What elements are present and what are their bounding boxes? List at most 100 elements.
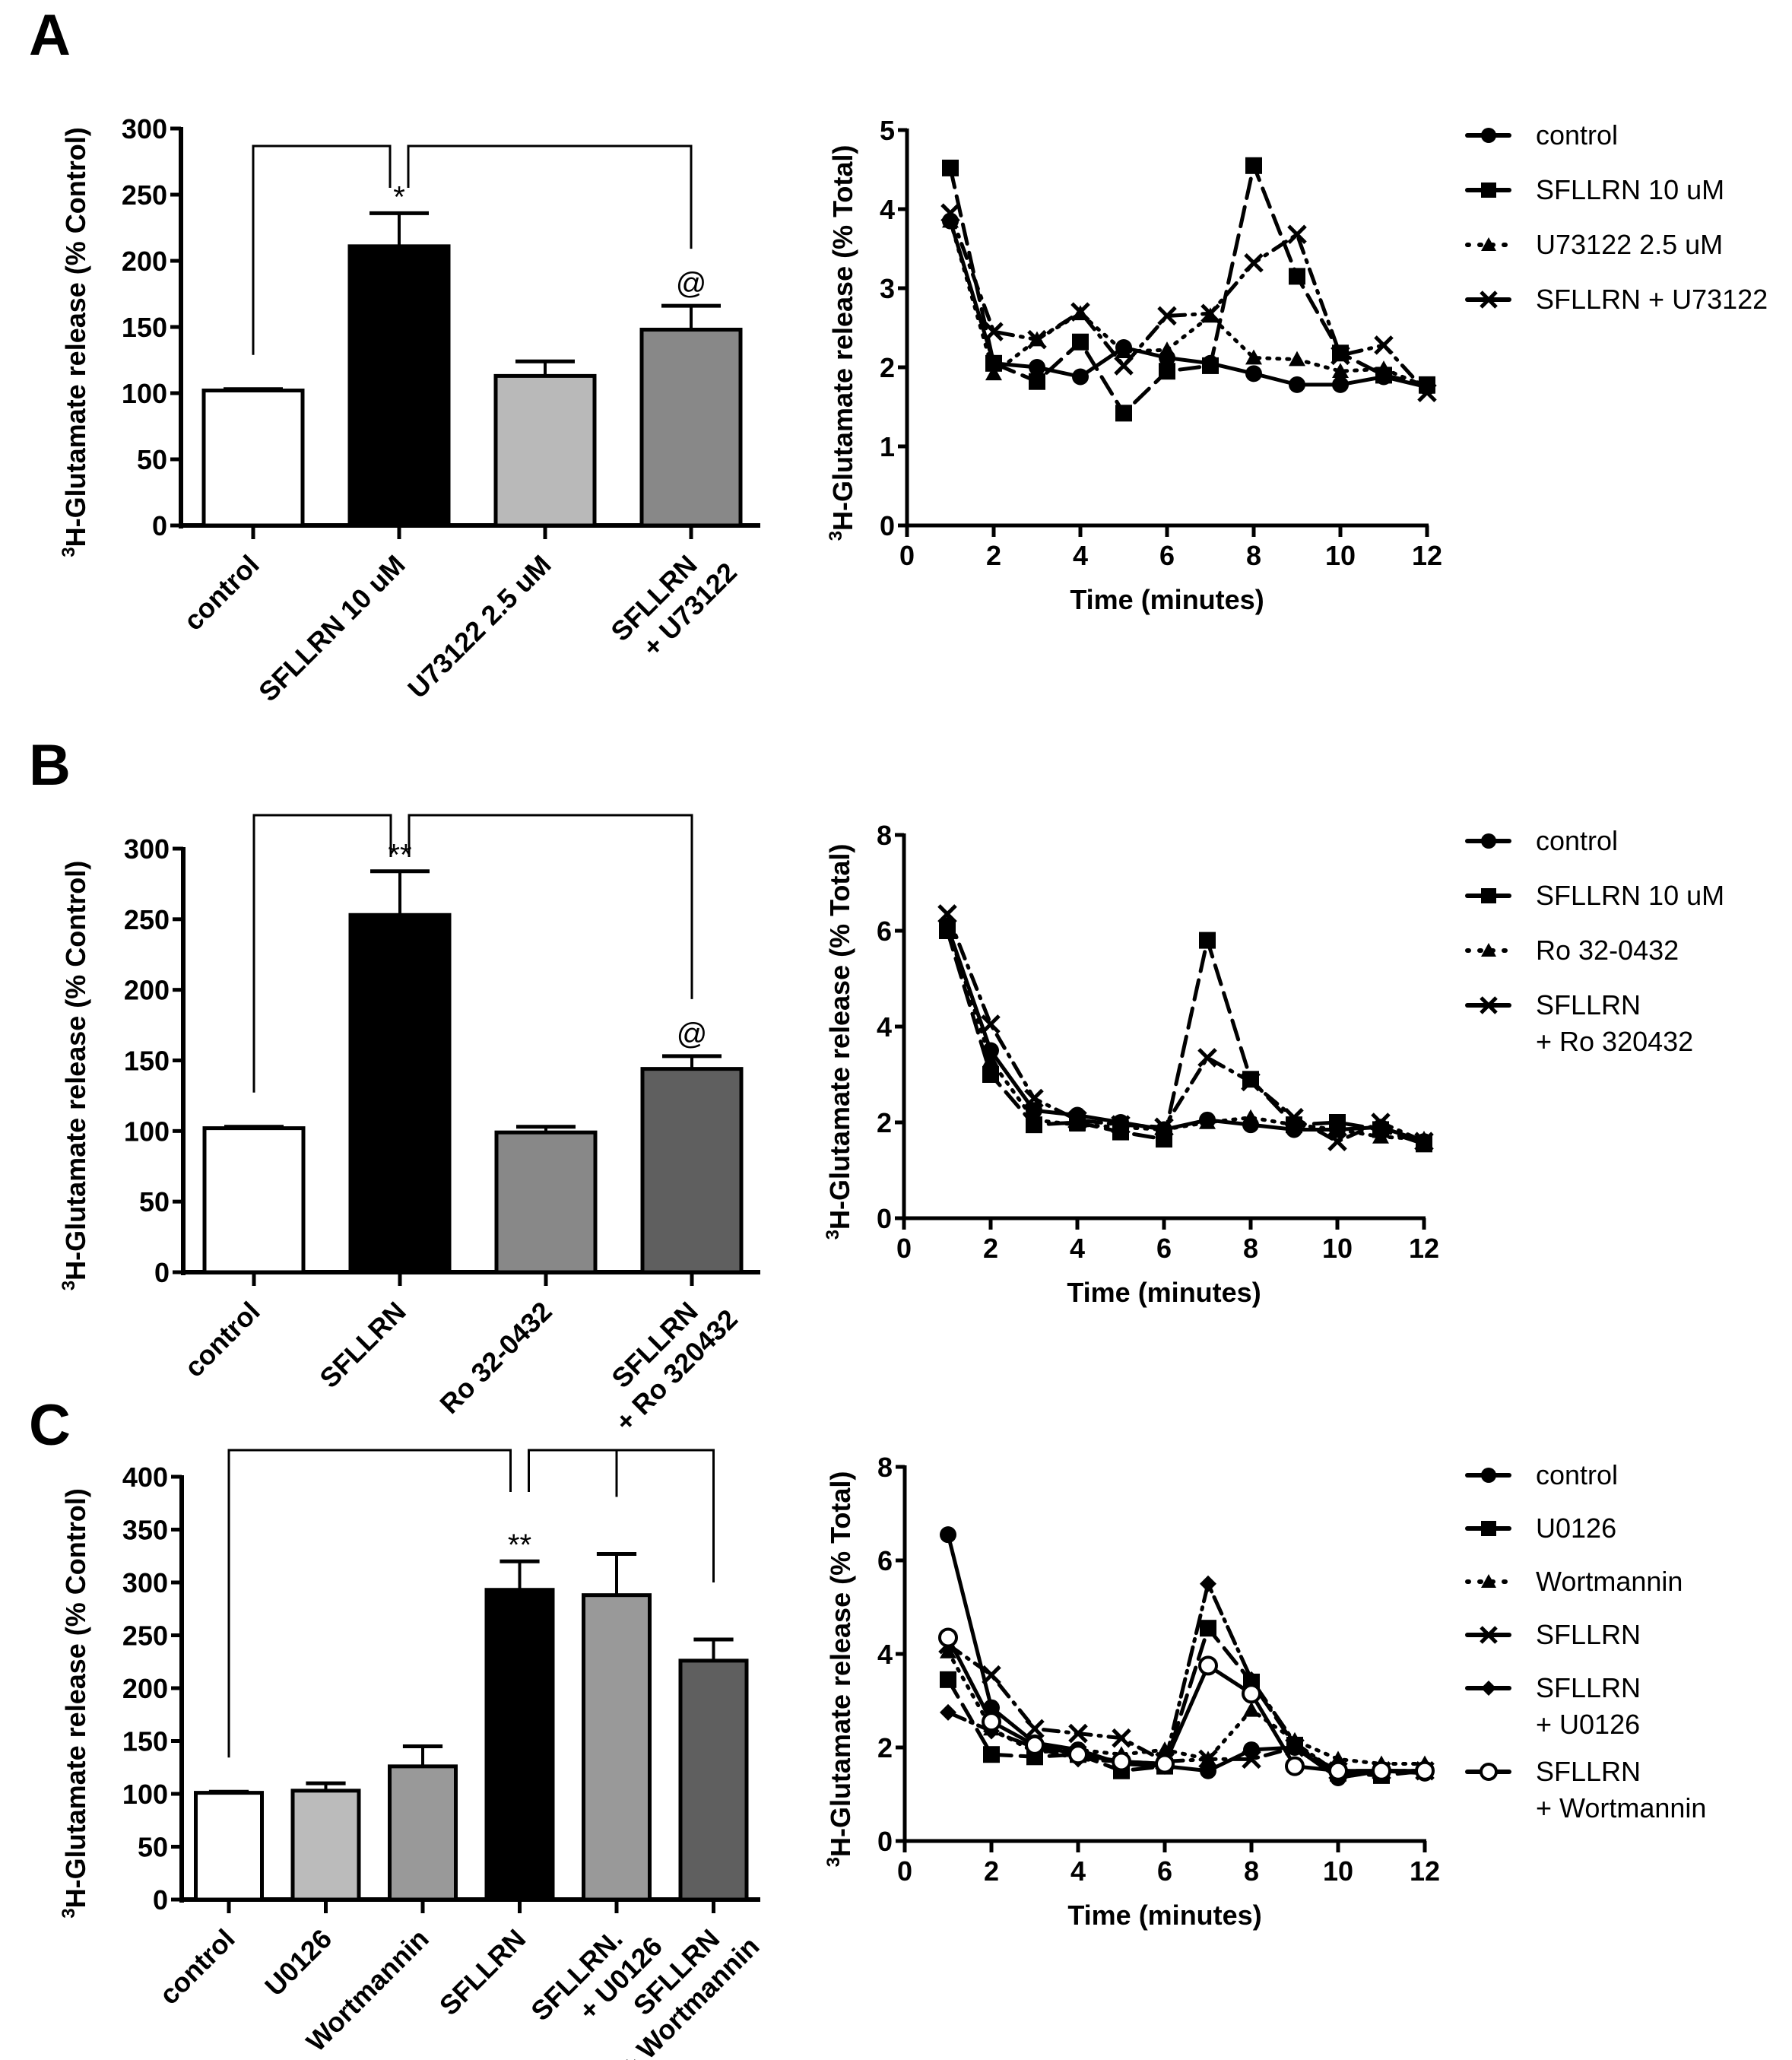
data-point xyxy=(1198,1749,1218,1770)
y-tick-label: 4 xyxy=(877,1011,892,1043)
data-point xyxy=(1025,1719,1045,1739)
legend-label-line: control xyxy=(1536,1459,1618,1490)
y-axis-label-text: H-Glutamate release (% Control) xyxy=(60,127,91,547)
y-tick-label: 8 xyxy=(877,1452,893,1483)
significance-marker: @ xyxy=(677,1017,708,1051)
y-tick-label: 8 xyxy=(877,820,892,851)
panel-label-c: C xyxy=(29,1393,71,1458)
data-point xyxy=(1375,360,1392,376)
significance-bracket xyxy=(528,1449,618,1497)
data-point xyxy=(982,1712,1001,1732)
data-point xyxy=(1244,252,1264,273)
legend-label-line: + U0126 xyxy=(1536,1709,1640,1740)
y-tick-label: 250 xyxy=(124,904,170,935)
data-point xyxy=(1068,1744,1088,1765)
series-circle xyxy=(939,917,1432,1151)
data-point xyxy=(1026,1111,1042,1127)
series-x xyxy=(938,1634,1435,1781)
x-tick-label: 2 xyxy=(983,1233,998,1264)
line-chart-c: 0 2 4 6 8 0 2 4 6 8 10 12 Time (minutes) 3H-Glutamate… xyxy=(823,1452,1706,1931)
x-tick-label: 8 xyxy=(1243,1233,1258,1264)
legend-label: control xyxy=(1536,825,1618,856)
data-point xyxy=(1245,349,1262,365)
y-tick-label: 400 xyxy=(122,1462,168,1493)
y-tick-label: 2 xyxy=(877,1732,893,1763)
y-axis-label-text: H-Glutamate release (% Total) xyxy=(825,1471,856,1857)
legend-entry: SFLLRN + Ro 320432 xyxy=(1465,989,1693,1057)
legend-label: SFLLRN 10 uM xyxy=(1536,174,1724,205)
data-point xyxy=(1245,365,1262,382)
legend-label-line: Ro 32-0432 xyxy=(1536,935,1679,966)
data-point xyxy=(1157,306,1177,326)
data-point xyxy=(1372,1128,1389,1144)
y-axis-label-text: H-Glutamate release (% Control) xyxy=(60,861,91,1281)
legend-entry: SFLLRN 10 uM xyxy=(1465,174,1724,205)
x-tick-label: 8 xyxy=(1246,540,1261,571)
data-point xyxy=(1289,376,1305,393)
significance-bracket xyxy=(528,1449,715,1583)
bar xyxy=(493,373,597,528)
legend-label: SFLLRN + U0126 xyxy=(1536,1672,1641,1740)
data-point xyxy=(937,904,957,924)
legend-swatch-marker xyxy=(1481,1521,1496,1536)
y-tick-label: 3 xyxy=(880,273,895,304)
data-point xyxy=(1069,1116,1086,1132)
y-axis-label: 3H-Glutamate release (% Control) xyxy=(59,1488,91,1918)
series-diamond xyxy=(940,1575,1433,1782)
y-tick-label: 0 xyxy=(154,1257,170,1288)
significance-bracket xyxy=(407,144,693,249)
significance-bracket xyxy=(252,144,392,355)
series-triangle xyxy=(940,1643,1433,1771)
x-tick-label: Ro 32-0432 xyxy=(433,1296,557,1420)
legend-label-line: U0126 xyxy=(1536,1512,1616,1544)
bar xyxy=(348,913,452,1274)
x-tick-label: SFLLRN xyxy=(433,1923,531,2021)
data-point xyxy=(1243,1671,1260,1688)
significance-bracket xyxy=(408,814,693,999)
y-tick-label: 2 xyxy=(877,1107,892,1138)
legend-swatch-marker xyxy=(1481,1574,1496,1588)
y-tick-label: 200 xyxy=(124,975,170,1006)
legend-label-line: + Wortmannin xyxy=(1536,1792,1706,1824)
legend-label-line: SFLLRN xyxy=(1536,1672,1641,1703)
x-tick-label-line: U73122 2.5 uM xyxy=(401,549,557,704)
y-tick-label: 50 xyxy=(138,1832,168,1863)
x-tick-label: SFLLRN+ Ro 320432 xyxy=(585,1279,744,1437)
y-axis-label-superscript: 3 xyxy=(59,547,79,557)
legend-entry: SFLLRN xyxy=(1465,1619,1641,1650)
x-tick-label: U73122 2.5 uM xyxy=(401,549,557,704)
bar xyxy=(290,1789,361,1902)
x-tick-label-line: SFLLRN xyxy=(433,1923,531,2021)
bar xyxy=(494,1130,598,1274)
y-tick-label: 50 xyxy=(139,1186,170,1217)
bar xyxy=(640,1067,744,1274)
y-tick-label: 0 xyxy=(880,510,895,541)
data-point xyxy=(1200,1762,1216,1779)
legend-label-line: SFLLRN 10 uM xyxy=(1536,174,1724,205)
series-x xyxy=(937,904,1434,1151)
legend-swatch-marker xyxy=(1481,128,1496,143)
data-point xyxy=(1243,1701,1260,1717)
data-point xyxy=(1115,405,1132,422)
bar xyxy=(347,244,451,528)
x-axis-label: Time (minutes) xyxy=(1067,1277,1261,1308)
x-tick-label: 12 xyxy=(1410,1855,1440,1887)
data-point xyxy=(1414,1132,1434,1151)
data-point xyxy=(984,322,1004,341)
legend-label: control xyxy=(1536,119,1618,151)
series-line xyxy=(946,1635,1427,1773)
data-point xyxy=(985,354,1002,372)
data-point xyxy=(1286,1734,1303,1751)
significance-bracket xyxy=(252,814,392,1093)
y-axis-label-text: H-Glutamate release (% Control) xyxy=(60,1488,91,1908)
legend-swatch-marker xyxy=(1480,1626,1498,1644)
data-point xyxy=(1200,1620,1216,1637)
panel-label-a: A xyxy=(29,3,71,68)
y-axis-label-superscript: 3 xyxy=(823,1857,844,1867)
data-point xyxy=(940,1643,956,1658)
x-tick-label: 10 xyxy=(1325,540,1356,571)
data-point xyxy=(1114,356,1134,376)
data-point xyxy=(1199,1114,1216,1129)
data-point xyxy=(1024,1088,1044,1109)
